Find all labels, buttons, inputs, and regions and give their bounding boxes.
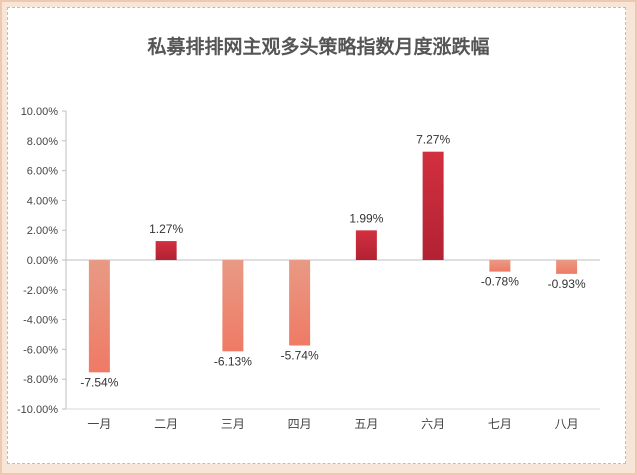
data-label: -0.93% <box>548 277 586 291</box>
x-tick-label: 二月 <box>154 417 178 431</box>
bar <box>155 241 177 260</box>
y-tick-label: 10.00% <box>21 106 59 118</box>
x-tick-label: 七月 <box>488 417 512 431</box>
bar <box>355 230 377 260</box>
x-tick-label: 一月 <box>87 417 111 431</box>
bar <box>88 260 110 373</box>
y-tick-label: 6.00% <box>27 166 58 178</box>
y-tick-label: 4.00% <box>27 195 58 207</box>
bar <box>489 260 511 272</box>
data-label: -5.74% <box>281 349 319 363</box>
y-tick-label: 2.00% <box>27 225 58 237</box>
x-tick-label: 三月 <box>221 417 245 431</box>
y-tick-label: 0.00% <box>27 255 58 267</box>
y-tick-label: 8.00% <box>27 136 58 148</box>
bar <box>222 260 244 352</box>
y-tick-label: -8.00% <box>23 374 58 386</box>
x-tick-label: 五月 <box>354 417 378 431</box>
y-tick-label: -10.00% <box>17 404 58 416</box>
data-label: -0.78% <box>481 275 519 289</box>
data-label: 7.27% <box>416 133 450 147</box>
x-tick-label: 四月 <box>288 417 312 431</box>
data-label: 1.27% <box>149 222 183 236</box>
data-label: 1.99% <box>349 211 383 225</box>
x-tick-label: 六月 <box>421 417 445 431</box>
bar <box>289 260 311 346</box>
data-label: -7.54% <box>80 375 118 389</box>
bar <box>422 151 444 260</box>
y-tick-label: -2.00% <box>23 285 58 297</box>
chart-card <box>7 7 626 464</box>
data-label: -6.13% <box>214 354 252 368</box>
y-tick-label: -4.00% <box>23 315 58 327</box>
y-tick-label: -6.00% <box>23 344 58 356</box>
chart-title: 私募排排网主观多头策略指数月度涨跌幅 <box>147 36 490 58</box>
bar <box>556 260 578 274</box>
x-tick-label: 八月 <box>555 417 579 431</box>
